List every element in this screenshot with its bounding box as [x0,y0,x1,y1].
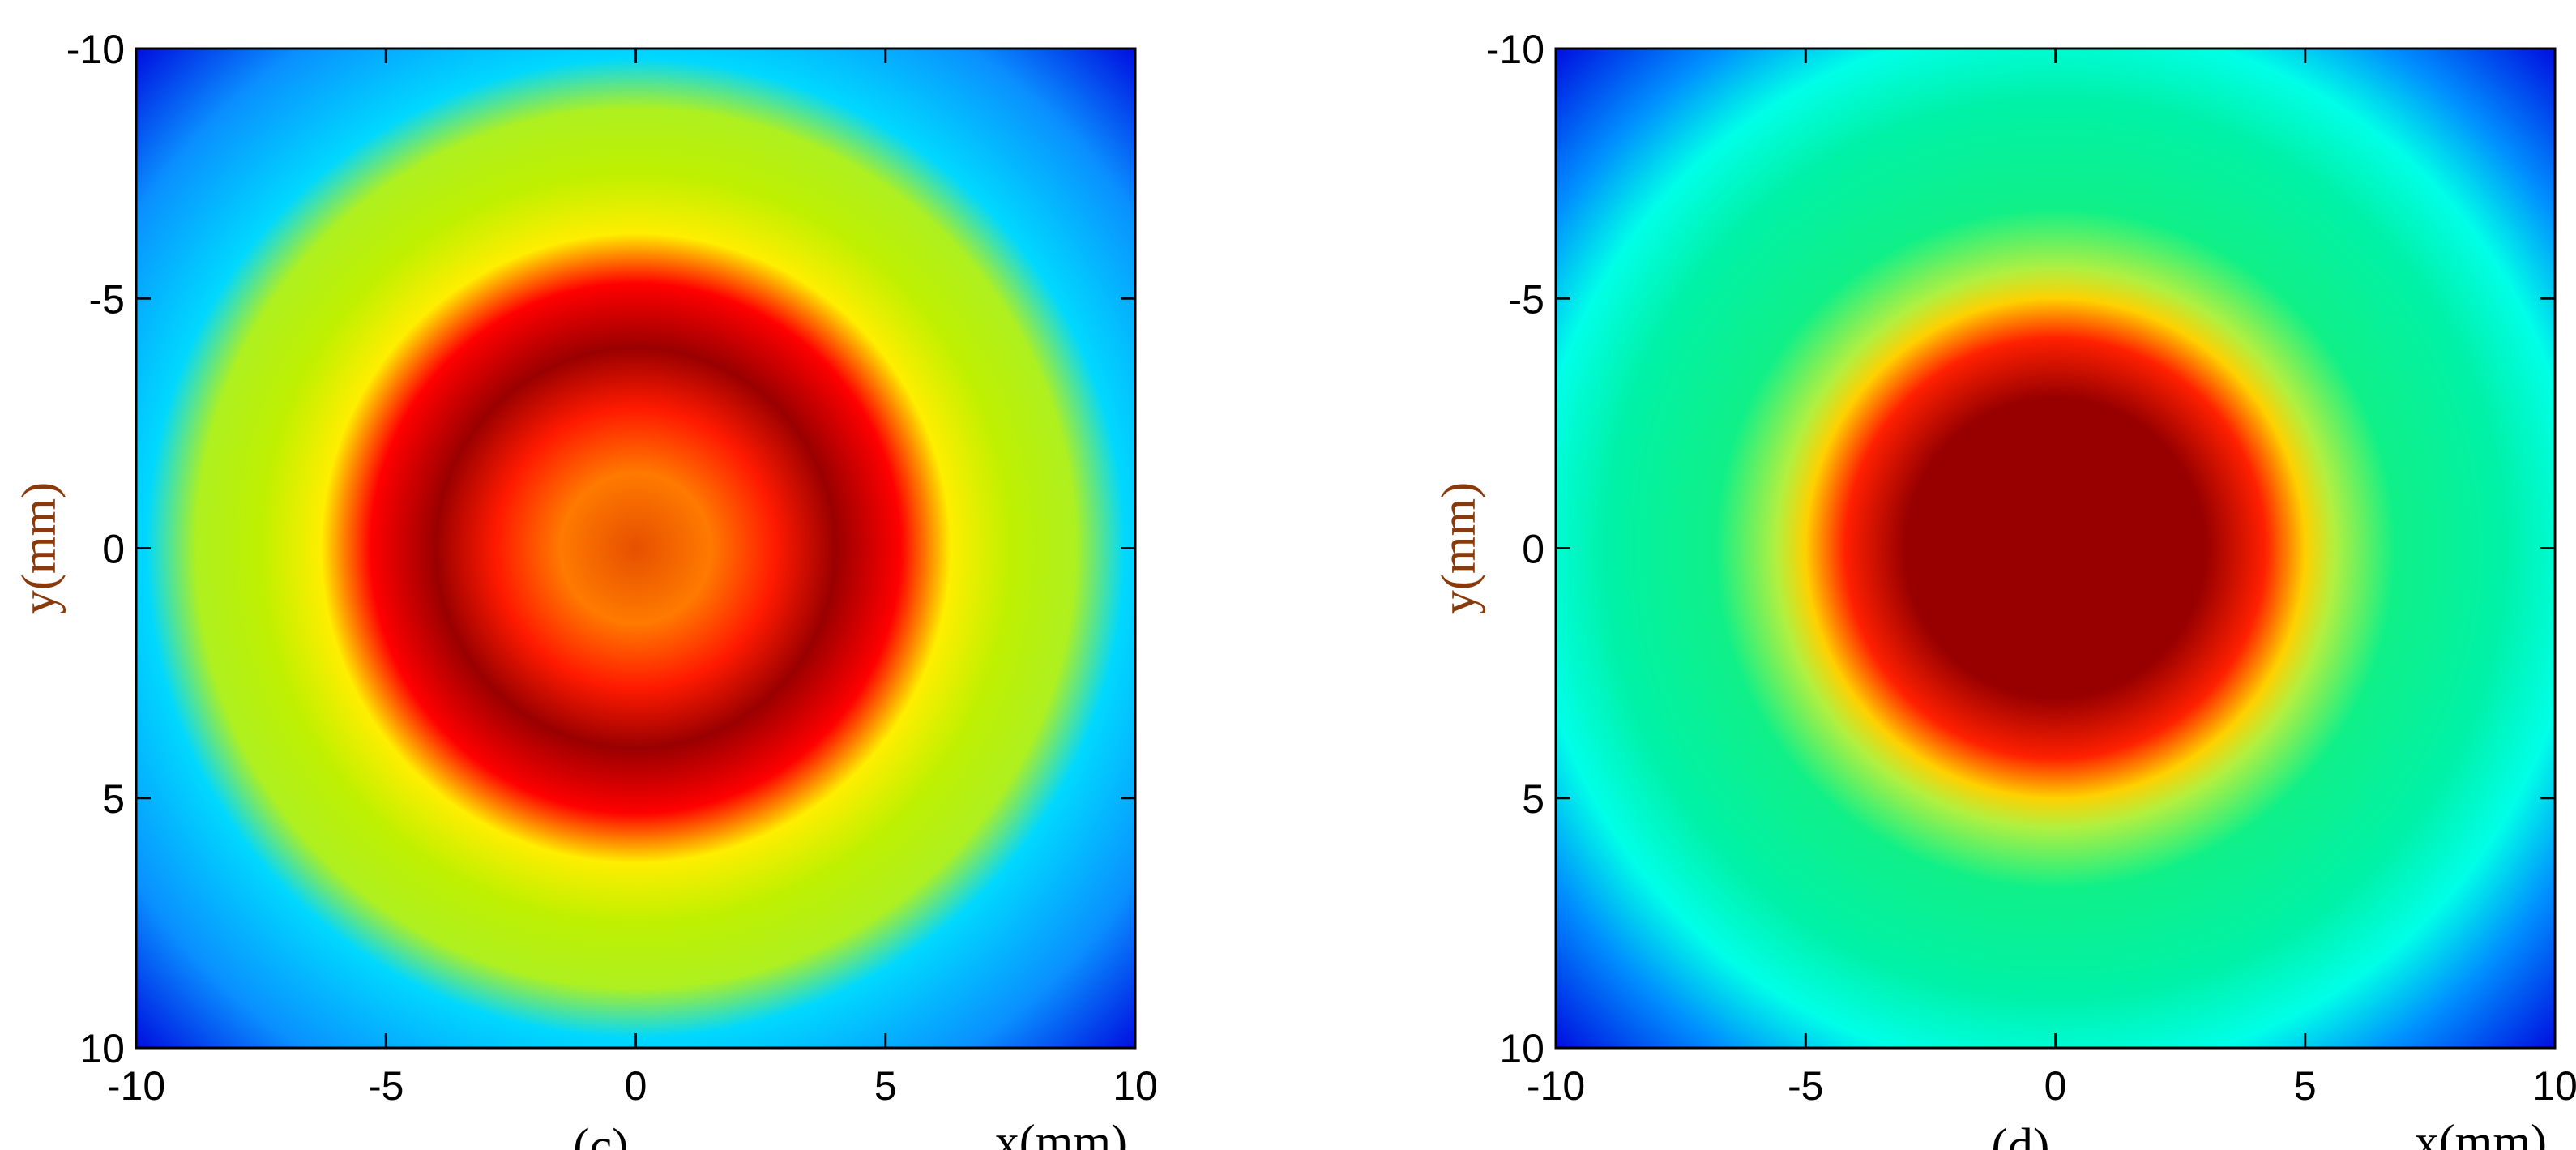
x-tick-label: -5 [1788,1063,1823,1109]
y-tick-label: -10 [1486,27,1544,72]
x-axis-label: x(mm) [995,1115,1127,1150]
x-tick-label: 10 [1113,1063,1158,1109]
x-axis-label: x(mm) [2415,1115,2547,1150]
y-axis-label: y(mm) [1432,482,1485,614]
y-tick-label: -5 [1509,276,1544,322]
x-tick-label: -10 [1527,1063,1585,1109]
heatmap-field [1556,49,2555,1048]
x-tick-label: 5 [874,1063,897,1109]
x-tick-label: 5 [2294,1063,2317,1109]
x-tick-label: 10 [2532,1063,2576,1109]
y-tick-label: 5 [102,776,125,822]
y-tick-label: 5 [1522,776,1544,822]
y-tick-label: 0 [102,527,125,572]
panel-label: (d) [1991,1119,2049,1150]
y-tick-label: 10 [79,1026,125,1071]
y-tick-label: 10 [1499,1026,1544,1071]
x-tick-label: 0 [625,1063,647,1109]
y-axis-label: y(mm) [12,482,66,614]
panel-label: (c) [573,1119,629,1150]
x-tick-label: 0 [2044,1063,2067,1109]
y-tick-label: 0 [1522,527,1544,572]
x-tick-label: -5 [368,1063,404,1109]
y-tick-label: -10 [66,27,125,72]
y-tick-label: -5 [89,276,125,322]
x-tick-label: -10 [107,1063,165,1109]
heatmap-field [136,49,1135,1048]
